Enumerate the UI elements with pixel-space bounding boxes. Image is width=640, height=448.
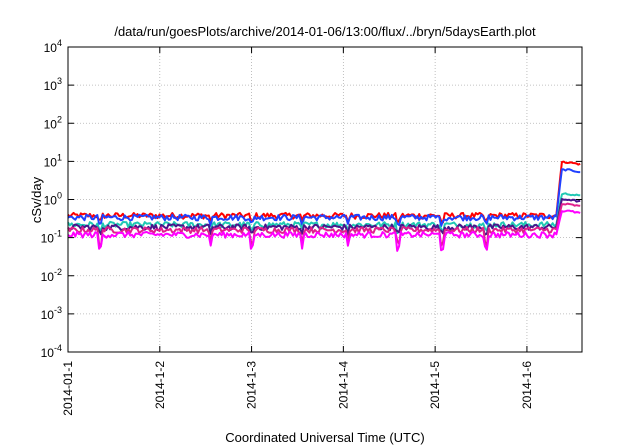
- y-tick-label: 103: [44, 76, 62, 93]
- y-tick-label: 104: [44, 38, 62, 55]
- x-tick-label: 2014-1-3: [245, 361, 259, 409]
- x-tick-label: 2014-1-2: [153, 361, 167, 409]
- y-tick-label: 101: [44, 152, 62, 169]
- y-tick-label: 10-4: [41, 343, 62, 360]
- series-line: [67, 209, 581, 252]
- x-axis-label: Coordinated Universal Time (UTC): [225, 430, 424, 445]
- ticks: 10-4 10-3 10-2 10-1 100 101 102 103 104 2014-01-1…: [41, 38, 582, 416]
- y-axis-label: cSv/day: [29, 176, 44, 223]
- series-line: [67, 198, 581, 236]
- y-tick-label: 102: [44, 114, 62, 131]
- x-tick-label: 2014-1-5: [428, 361, 442, 409]
- x-tick-label: 2014-1-6: [520, 361, 534, 409]
- series-line: [67, 168, 581, 228]
- y-tick-label: 10-3: [41, 305, 62, 322]
- plot-area: [68, 47, 582, 352]
- y-tick-label: 100: [44, 191, 62, 208]
- series-line: [67, 202, 581, 247]
- y-tick-label: 10-2: [41, 267, 62, 284]
- x-tick-label: 2014-01-1: [61, 361, 75, 416]
- chart-title: /data/run/goesPlots/archive/2014-01-06/1…: [114, 24, 536, 39]
- x-tick-label: 2014-1-4: [336, 361, 350, 409]
- y-tick-label: 10-1: [41, 229, 62, 246]
- series-group: [67, 160, 581, 252]
